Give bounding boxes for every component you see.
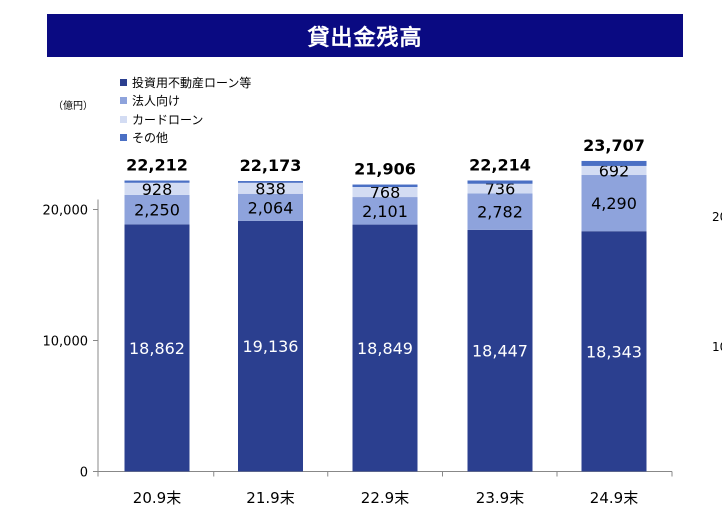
total-label: 21,906 xyxy=(354,160,416,179)
data-label: 768 xyxy=(370,183,401,202)
bar-segment xyxy=(581,160,647,166)
x-category-label: 21.9末 xyxy=(246,489,294,507)
chart-title: 貸出金残高 xyxy=(307,25,423,51)
bar-segment xyxy=(352,184,418,187)
bar-segment xyxy=(238,220,303,472)
legend-label: 投資用不動産ローン等 xyxy=(132,75,252,90)
bar-segment xyxy=(581,175,647,232)
data-label: 18,447 xyxy=(472,342,528,361)
legend-item: その他 xyxy=(120,129,251,148)
bar-segment xyxy=(467,193,533,230)
legend-item: カードローン xyxy=(120,110,251,129)
bar-segment xyxy=(352,186,418,198)
edge-text-fragment: 10 xyxy=(712,340,722,354)
unit-label: （億円） xyxy=(53,101,93,112)
legend-label: 法人向け xyxy=(132,94,181,109)
bar-segment xyxy=(467,229,533,472)
legend-item: 投資用不動産ローン等 xyxy=(120,73,251,92)
bar-segment xyxy=(124,182,190,195)
data-label: 19,136 xyxy=(243,337,299,356)
legend-swatch xyxy=(120,115,127,123)
bar-segment xyxy=(124,180,190,183)
bar-segment xyxy=(238,182,303,194)
bar-segment xyxy=(581,231,647,472)
total-label: 22,212 xyxy=(126,156,188,175)
data-label: 736 xyxy=(485,180,516,199)
bar-segment xyxy=(467,180,533,184)
bar-segment xyxy=(238,181,303,183)
legend-label: カードローン xyxy=(132,112,204,127)
data-label: 2,101 xyxy=(362,202,408,221)
data-label: 4,290 xyxy=(591,194,637,213)
edge-text-fragment: 20 xyxy=(712,210,722,224)
legend: 投資用不動産ローン等 法人向けカードローン その他 xyxy=(120,73,251,147)
legend-swatch xyxy=(120,78,127,86)
bar-segment xyxy=(124,194,190,225)
x-category-label: 23.9末 xyxy=(476,489,524,507)
data-label: 2,782 xyxy=(477,203,523,222)
bar-segment xyxy=(124,224,190,472)
bar-segment xyxy=(352,197,418,225)
y-tick-label: 0 xyxy=(80,466,88,481)
data-label: 692 xyxy=(599,161,630,180)
y-tick-label: 20,000 xyxy=(43,204,89,219)
legend-item: 法人向け xyxy=(120,92,251,111)
legend-label: その他 xyxy=(132,131,169,146)
x-category-label: 24.9末 xyxy=(590,489,638,507)
data-label: 18,862 xyxy=(129,339,185,358)
data-label: 2,250 xyxy=(134,201,180,220)
bar-segment xyxy=(352,224,418,472)
y-tick-label: 10,000 xyxy=(43,335,89,350)
total-label: 22,173 xyxy=(240,156,302,175)
data-label: 2,064 xyxy=(248,198,294,217)
legend-swatch xyxy=(120,134,127,142)
data-label: 838 xyxy=(255,179,286,198)
x-category-label: 20.9末 xyxy=(133,489,181,507)
bar-segment xyxy=(467,183,533,194)
data-label: 18,343 xyxy=(586,342,642,361)
total-label: 23,707 xyxy=(583,136,645,155)
bar-segment xyxy=(238,193,303,221)
total-label: 22,214 xyxy=(469,155,531,174)
legend-swatch xyxy=(120,97,127,105)
chart-title-banner: 貸出金残高 xyxy=(47,14,683,57)
x-category-label: 22.9末 xyxy=(361,489,409,507)
data-label: 928 xyxy=(142,180,173,199)
data-label: 18,849 xyxy=(357,339,413,358)
bar-segment xyxy=(581,165,647,176)
